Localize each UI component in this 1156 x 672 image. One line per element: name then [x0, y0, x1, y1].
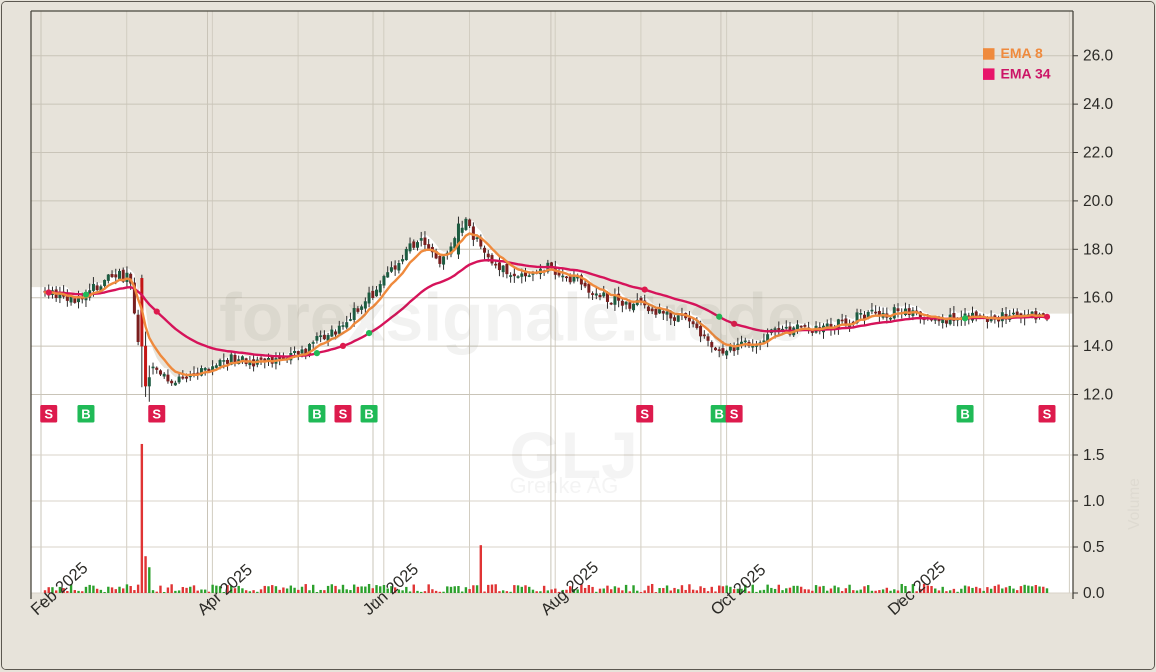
svg-text:S: S [44, 407, 53, 422]
svg-text:14.0: 14.0 [1083, 338, 1114, 355]
svg-text:S: S [152, 407, 161, 422]
svg-text:S: S [640, 407, 649, 422]
svg-text:B: B [715, 407, 724, 422]
svg-text:S: S [730, 407, 739, 422]
svg-text:1.5: 1.5 [1083, 447, 1105, 464]
svg-text:22.0: 22.0 [1083, 145, 1114, 162]
svg-text:26.0: 26.0 [1083, 48, 1114, 65]
svg-text:EMA 8: EMA 8 [1001, 45, 1043, 61]
svg-text:24.0: 24.0 [1083, 96, 1114, 113]
svg-text:0.0: 0.0 [1083, 585, 1105, 602]
svg-text:B: B [960, 407, 969, 422]
svg-text:S: S [1043, 407, 1052, 422]
svg-text:B: B [364, 407, 373, 422]
svg-text:0.5: 0.5 [1083, 539, 1105, 556]
svg-text:20.0: 20.0 [1083, 193, 1114, 210]
svg-text:16.0: 16.0 [1083, 290, 1114, 307]
svg-text:Volume: Volume [1126, 478, 1143, 530]
svg-text:S: S [339, 407, 348, 422]
svg-text:12.0: 12.0 [1083, 387, 1114, 404]
svg-text:1.0: 1.0 [1083, 493, 1105, 510]
svg-text:forexsignale.trade: forexsignale.trade [219, 280, 805, 356]
svg-text:Grenke AG: Grenke AG [510, 473, 619, 498]
svg-text:18.0: 18.0 [1083, 241, 1114, 258]
svg-text:B: B [81, 407, 90, 422]
svg-text:EMA 34: EMA 34 [1001, 65, 1051, 81]
svg-text:B: B [312, 407, 321, 422]
